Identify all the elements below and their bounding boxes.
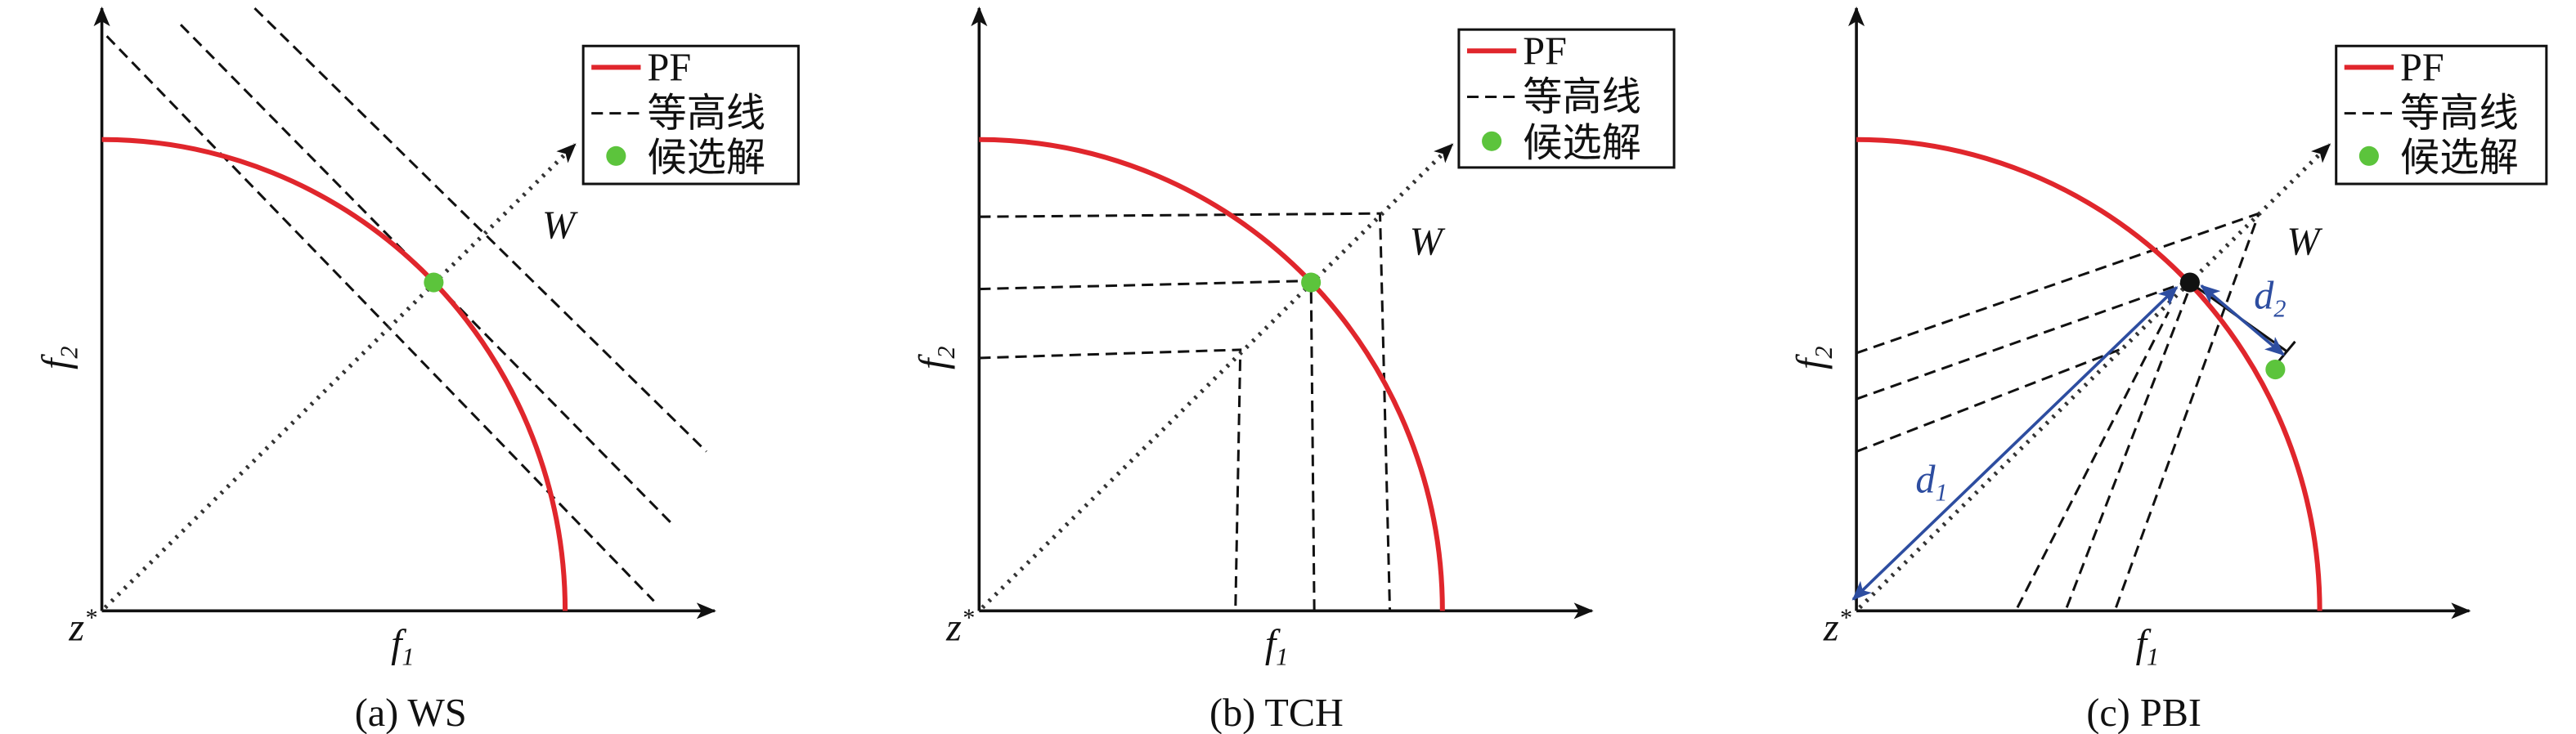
contour-line bbox=[979, 348, 1242, 611]
legend-candidate-swatch bbox=[606, 145, 626, 166]
y-label-sub: 2 bbox=[55, 347, 83, 359]
w-label: W bbox=[542, 204, 578, 247]
legend-label: PF bbox=[2400, 46, 2444, 89]
w-label: W bbox=[2287, 220, 2322, 263]
legend-label: 候选解 bbox=[2400, 137, 2519, 180]
contour-line bbox=[979, 212, 1392, 611]
legend-label: 等高线 bbox=[2400, 92, 2519, 136]
origin-label: z* bbox=[945, 603, 975, 649]
legend-candidate-swatch bbox=[2358, 145, 2379, 166]
d2-label: d2 bbox=[2254, 275, 2286, 323]
d1-sub: 1 bbox=[1936, 479, 1948, 507]
y-label-sub: 2 bbox=[1810, 347, 1838, 359]
caption: (c) PBI bbox=[2086, 691, 2201, 734]
legend-label: 候选解 bbox=[1523, 122, 1641, 165]
d1-label: d1 bbox=[1915, 459, 1947, 507]
candidate-point bbox=[1301, 272, 1322, 293]
pareto-front bbox=[979, 137, 1445, 611]
x-label: f1 bbox=[2136, 623, 2159, 671]
x-label: f1 bbox=[1265, 623, 1288, 671]
origin-base: z bbox=[68, 606, 84, 649]
d2-sub: 2 bbox=[2273, 295, 2286, 323]
contour-line bbox=[1856, 348, 2120, 453]
y-label-base: f bbox=[34, 354, 78, 369]
candidate-point bbox=[2265, 359, 2286, 380]
caption: (a) WS bbox=[355, 691, 467, 734]
weight-vector bbox=[981, 142, 1454, 610]
legend-label: 等高线 bbox=[648, 92, 766, 136]
origin-sup: * bbox=[962, 603, 975, 631]
x-label-sub: 1 bbox=[1276, 643, 1288, 671]
legend-label: 等高线 bbox=[1523, 76, 1641, 119]
panel-pbi: d1 d2 W f1 f2 z* PF 等高线 候选解 (c) PBI bbox=[1789, 7, 2548, 734]
projection-point bbox=[2179, 272, 2200, 293]
d1-base: d bbox=[1915, 459, 1936, 502]
legend-candidate-swatch bbox=[1482, 131, 1502, 151]
contour-line bbox=[1856, 278, 2196, 401]
d2-base: d bbox=[2254, 275, 2274, 318]
origin-base: z bbox=[945, 606, 962, 649]
weight-vector bbox=[103, 142, 577, 610]
contour-line bbox=[105, 35, 655, 602]
d1-arrow bbox=[1851, 286, 2179, 601]
candidate-point bbox=[424, 272, 444, 293]
d2-arrow bbox=[2200, 284, 2285, 356]
perpendicular-tick bbox=[2278, 340, 2296, 362]
origin-label: z* bbox=[1823, 603, 1852, 649]
pareto-front bbox=[101, 137, 568, 611]
y-label: f2 bbox=[912, 347, 960, 369]
panel-tch: W f1 f2 z* PF 等高线 候选解 (b) TCH bbox=[912, 7, 1676, 734]
w-label: W bbox=[1410, 220, 1446, 263]
y-label-sub: 2 bbox=[932, 347, 960, 359]
x-label: f1 bbox=[391, 623, 414, 671]
y-label-base: f bbox=[912, 354, 955, 369]
x-label-sub: 1 bbox=[402, 643, 415, 671]
y-label: f2 bbox=[1789, 347, 1838, 369]
y-label-base: f bbox=[1789, 354, 1833, 369]
contour-line bbox=[979, 279, 1316, 611]
legend-label: PF bbox=[1523, 29, 1567, 73]
contour-line bbox=[254, 7, 707, 453]
origin-label: z* bbox=[68, 603, 97, 649]
y-label: f2 bbox=[34, 347, 83, 369]
origin-sup: * bbox=[84, 603, 97, 631]
origin-base: z bbox=[1823, 606, 1839, 649]
legend-label: 候选解 bbox=[648, 137, 766, 180]
legend-label: PF bbox=[648, 46, 692, 89]
contour-line bbox=[2016, 311, 2170, 608]
origin-sup: * bbox=[1839, 603, 1852, 631]
caption: (b) TCH bbox=[1209, 691, 1344, 734]
contour-line bbox=[2115, 213, 2260, 608]
panel-ws: W f1 f2 z* PF 等高线 候选解 (a) WS bbox=[34, 7, 800, 734]
x-label-sub: 1 bbox=[2147, 643, 2159, 671]
